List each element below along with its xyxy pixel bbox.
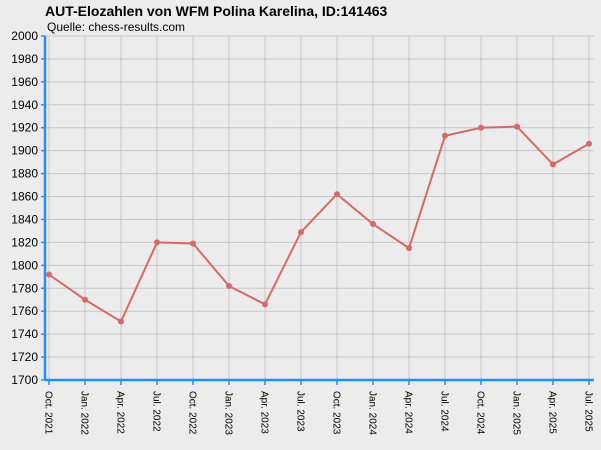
x-tick-label: Oct. 2022	[187, 391, 198, 435]
x-tick-label: Jan. 2024	[367, 391, 378, 435]
x-tick-label: Jul. 2024	[439, 391, 450, 432]
x-tick-label: Jul. 2022	[151, 391, 162, 432]
x-tick-label: Apr. 2022	[115, 391, 126, 434]
x-tick-label: Apr. 2024	[403, 391, 414, 434]
grid-lines	[45, 35, 594, 381]
y-tick-label: 1800	[11, 258, 38, 272]
data-point	[118, 318, 124, 325]
x-tick-label: Jan. 2023	[223, 391, 234, 435]
x-tick-label: Oct. 2023	[331, 391, 342, 435]
x-tick-label: Jul. 2025	[583, 391, 594, 432]
y-tick-label: 1820	[11, 235, 38, 249]
y-tick-label: 1720	[11, 350, 38, 364]
y-tick-label: 1920	[11, 121, 38, 135]
y-tick-label: 2000	[11, 29, 38, 43]
x-tick-label: Apr. 2025	[547, 391, 558, 434]
data-point	[586, 140, 592, 147]
data-point	[46, 271, 52, 278]
data-point	[406, 245, 412, 252]
tick-labels: 1700 1720 1740 1760 1780 1800 1820 1840 1860 1880…	[11, 29, 593, 435]
data-point	[442, 132, 448, 139]
data-point	[550, 161, 556, 168]
y-tick-label: 1860	[11, 190, 38, 204]
y-tick-label: 1960	[11, 75, 38, 89]
data-series	[46, 123, 592, 325]
chart-title: AUT-Elozahlen von WFM Polina Karelina, I…	[45, 3, 388, 19]
y-tick-label: 1740	[11, 327, 38, 341]
data-point	[82, 296, 88, 303]
y-tick-label: 1980	[11, 52, 38, 66]
x-tick-label: Oct. 2024	[475, 391, 486, 435]
plot-area	[45, 36, 594, 380]
y-tick-label: 1760	[11, 304, 38, 318]
chart-subtitle: Quelle: chess-results.com	[47, 20, 186, 34]
data-point	[154, 239, 160, 246]
x-tick-label: Apr. 2023	[259, 391, 270, 434]
y-tick-label: 1880	[11, 167, 38, 181]
data-point	[514, 123, 520, 130]
y-tick-label: 1700	[11, 373, 38, 387]
x-tick-label: Jul. 2023	[295, 391, 306, 432]
data-point	[190, 240, 196, 247]
data-point	[298, 229, 304, 236]
series-line	[48, 125, 590, 323]
axes	[41, 35, 594, 385]
y-tick-label: 1780	[11, 281, 38, 295]
data-point	[262, 301, 268, 308]
x-tick-label: Jan. 2025	[511, 391, 522, 435]
data-point	[226, 282, 232, 289]
x-tick-label: Oct. 2021	[43, 391, 54, 435]
y-tick-label: 1940	[11, 98, 38, 112]
data-point	[478, 124, 484, 131]
y-tick-label: 1840	[11, 212, 38, 226]
data-point	[370, 221, 376, 228]
y-tick-label: 1900	[11, 144, 38, 158]
x-tick-label: Jan. 2022	[79, 391, 90, 435]
data-point	[334, 191, 340, 198]
